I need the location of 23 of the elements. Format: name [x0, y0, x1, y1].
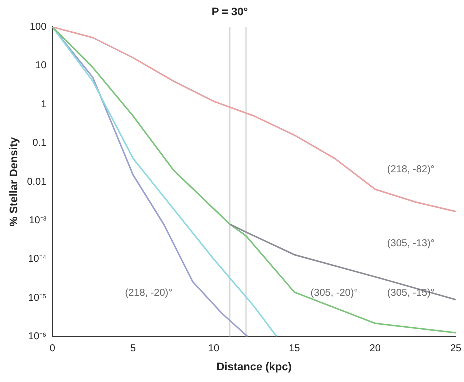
x-tick-label: 10 [208, 344, 220, 355]
annotation: (218, -82)° [387, 164, 435, 176]
x-tick-label: 25 [450, 344, 462, 355]
annotation: (218, -20)° [125, 288, 173, 300]
y-tick-label: 0.1 [32, 138, 48, 150]
y-tick-label: 10⁻⁴ [28, 254, 47, 266]
x-tick-label: 15 [289, 344, 301, 355]
x-axis-title: Distance (kpc) [216, 361, 292, 374]
y-tick-label: 10⁻⁶ [28, 332, 47, 343]
x-tick-label: 20 [370, 344, 382, 355]
y-tick-label: 10⁻⁵ [28, 292, 47, 304]
y-tick-label: 10⁻³ [29, 215, 48, 226]
annotation: (305, -20)° [310, 288, 358, 300]
annotation: (305, -15)° [387, 288, 435, 300]
y-tick-label: 10 [36, 60, 48, 72]
y-tick-label: 100 [30, 22, 48, 33]
annotation: (305, -13)° [387, 238, 435, 250]
x-tick-label: 5 [130, 344, 137, 355]
x-tick-label: 0 [50, 344, 56, 355]
y-tick-label: 1 [41, 99, 48, 110]
chart-title: P = 30° [212, 6, 248, 19]
y-tick-label: 0.01 [27, 176, 48, 188]
y-axis-title: % Stellar Density [8, 136, 21, 227]
